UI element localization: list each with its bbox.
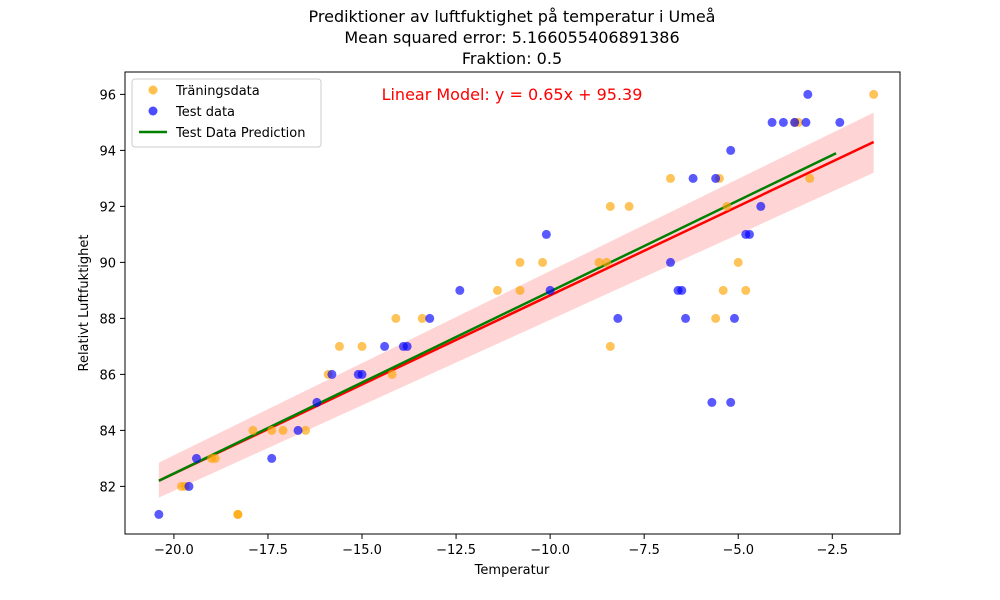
test-point: [380, 341, 390, 351]
test-point: [711, 173, 721, 183]
test-point: [803, 89, 813, 99]
y-tick-label: 82: [99, 480, 116, 495]
plot-frame: [124, 71, 901, 535]
test-point: [745, 229, 755, 239]
test-point: [541, 229, 551, 239]
legend-box: [131, 78, 322, 148]
legend-label-test: Test data: [175, 105, 235, 120]
training-point: [492, 285, 502, 295]
y-tick-label: 84: [99, 424, 116, 439]
legend-marker-training: [148, 85, 158, 95]
test-point: [293, 425, 303, 435]
y-tick-label: 88: [99, 312, 116, 327]
x-tick-label: −17.5: [248, 543, 288, 558]
test-point: [677, 285, 687, 295]
y-tick-label: 86: [99, 368, 116, 383]
training-point: [248, 425, 258, 435]
training-point: [417, 313, 427, 323]
training-point: [711, 313, 721, 323]
test-point: [707, 397, 717, 407]
training-point: [605, 201, 615, 211]
training-point: [805, 173, 815, 183]
test-point: [681, 313, 691, 323]
test-point: [778, 117, 788, 127]
y-axis-ticks: 82 84 86 88 90 92 94 96: [99, 88, 125, 495]
test-point: [191, 453, 201, 463]
x-axis-ticks: −20.0 −17.5 −15.0 −12.5 −10.0 −7.5 −5.0 −2.5: [154, 534, 848, 558]
training-point: [515, 285, 525, 295]
training-point: [207, 453, 217, 463]
test-point: [767, 117, 777, 127]
y-tick-label: 96: [99, 88, 116, 103]
test-point: [726, 145, 736, 155]
training-point: [301, 425, 311, 435]
test-point: [327, 369, 337, 379]
x-tick-label: −5.0: [722, 543, 754, 558]
confidence-band: [158, 112, 874, 498]
training-point: [515, 257, 525, 267]
x-tick-label: −20.0: [154, 543, 194, 558]
test-point: [402, 341, 412, 351]
x-tick-label: −2.5: [816, 543, 848, 558]
test-point: [613, 313, 623, 323]
chart-title-line-2: Mean squared error: 5.166055406891386: [344, 28, 679, 47]
test-point: [756, 201, 766, 211]
training-point: [594, 257, 604, 267]
test-point: [154, 509, 164, 519]
scatter-points-layer: [154, 89, 879, 519]
chart-title: Prediktioner av luftfuktighet på tempera…: [309, 7, 716, 68]
test-point: [184, 481, 194, 491]
legend-marker-test: [148, 106, 158, 116]
y-tick-label: 90: [99, 256, 116, 271]
training-point: [869, 89, 879, 99]
training-point: [605, 341, 615, 351]
x-tick-label: −10.0: [530, 543, 570, 558]
training-point: [741, 285, 751, 295]
training-point: [278, 425, 288, 435]
y-tick-label: 94: [99, 144, 116, 159]
test-point: [688, 173, 698, 183]
training-point: [267, 425, 277, 435]
legend-label-training: Träningsdata: [175, 84, 260, 99]
x-tick-label: −12.5: [436, 543, 476, 558]
test-point: [455, 285, 465, 295]
training-point: [718, 285, 728, 295]
test-point: [726, 397, 736, 407]
y-axis-label: Relativt Luftfuktighet: [77, 235, 92, 372]
training-point: [538, 257, 548, 267]
x-tick-label: −15.0: [342, 543, 382, 558]
legend-label-prediction: Test Data Prediction: [175, 126, 306, 141]
training-point: [722, 201, 732, 211]
legend: Träningsdata Test data Test Data Predict…: [131, 78, 322, 148]
test-point: [729, 313, 739, 323]
test-point: [666, 257, 676, 267]
test-point: [357, 369, 367, 379]
training-point: [233, 509, 243, 519]
training-point: [666, 173, 676, 183]
training-point: [624, 201, 634, 211]
training-point: [391, 313, 401, 323]
chart-title-line-3: Fraktion: 0.5: [462, 49, 562, 68]
training-point: [334, 341, 344, 351]
x-tick-label: −7.5: [628, 543, 660, 558]
test-point: [545, 285, 555, 295]
test-point: [425, 313, 435, 323]
training-point: [733, 257, 743, 267]
training-point: [357, 341, 367, 351]
test-point: [267, 453, 277, 463]
test-point: [801, 117, 811, 127]
chart-title-line-1: Prediktioner av luftfuktighet på tempera…: [309, 7, 716, 26]
y-tick-label: 92: [99, 200, 116, 215]
test-point: [312, 397, 322, 407]
linear-model-annotation: Linear Model: y = 0.65x + 95.39: [382, 85, 643, 104]
training-point: [602, 257, 612, 267]
training-point: [387, 369, 397, 379]
x-axis-label: Temperatur: [474, 563, 550, 578]
test-point: [790, 117, 800, 127]
confidence-band-layer: [158, 112, 874, 498]
test-point: [835, 117, 845, 127]
